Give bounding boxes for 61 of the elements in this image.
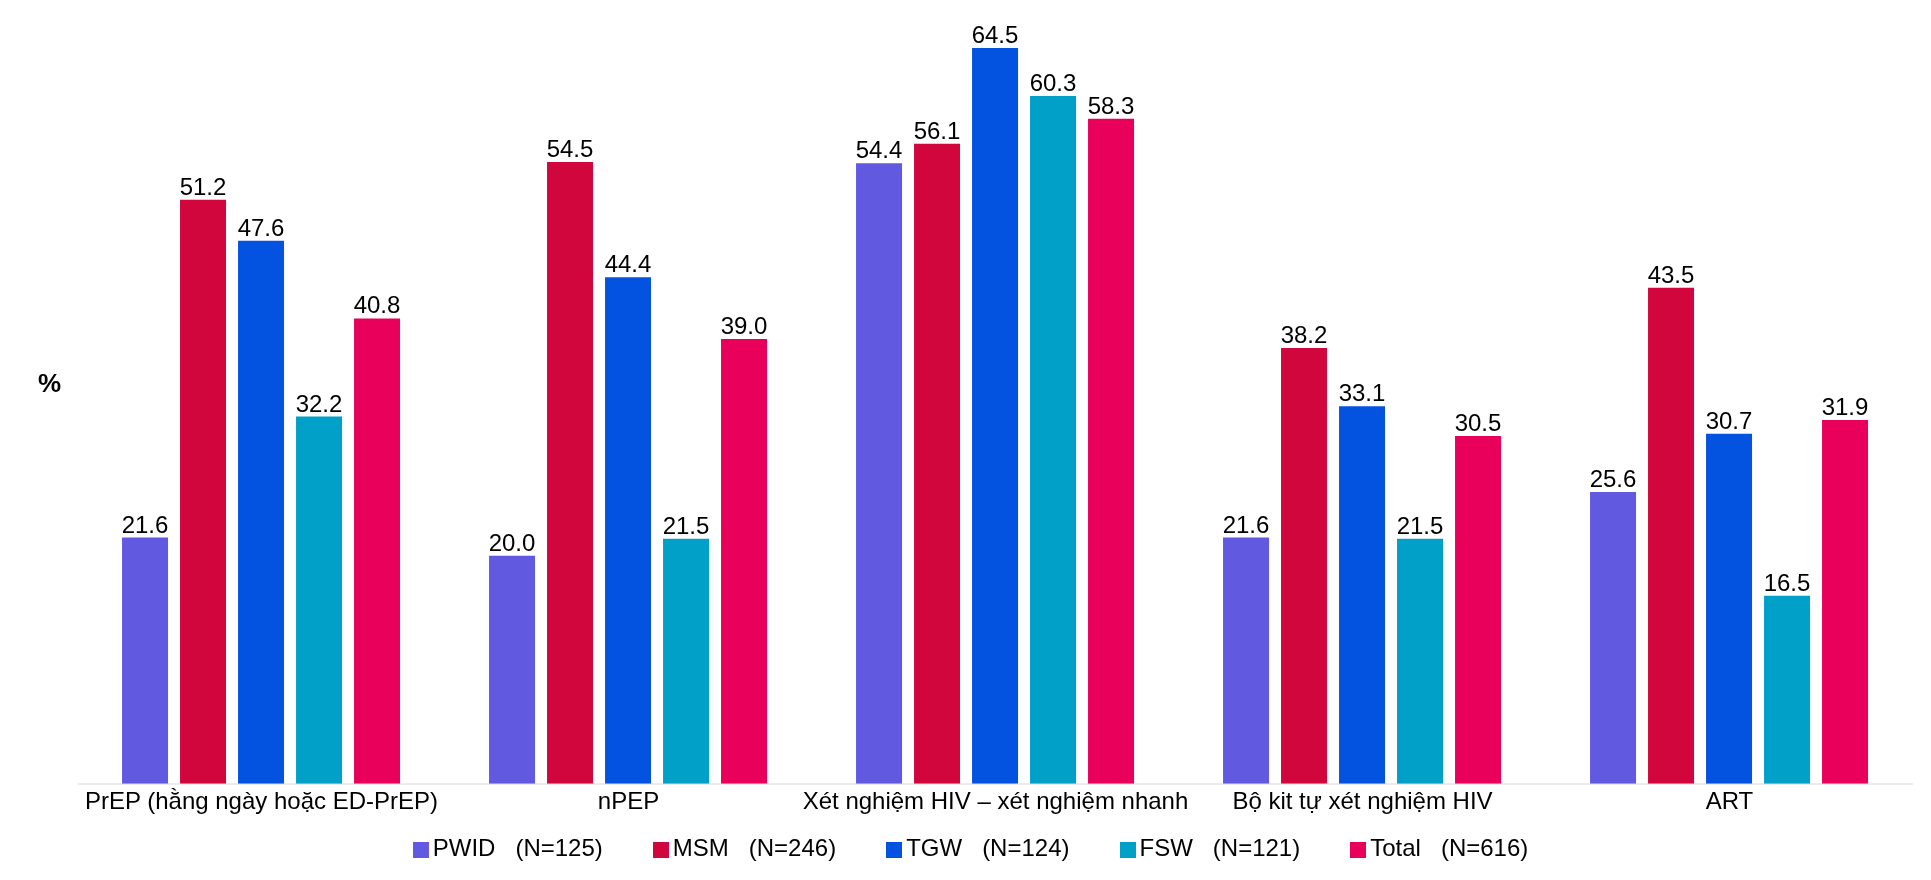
data-label: 39.0 [720,311,768,339]
data-label: 54.4 [855,136,903,164]
x-tick-label: Bộ kit tự xét nghiệm HIV [1232,787,1493,815]
x-tick-label: ART [1705,787,1754,815]
data-label: 40.8 [353,291,401,319]
bar [1455,435,1502,784]
x-tick-label: PrEP (hằng ngày hoặc ED-PrEP) [84,787,439,815]
bar [489,555,536,784]
data-label: 58.3 [1087,91,1135,119]
bar [1339,406,1386,784]
bar [122,537,169,784]
y-axis-title: % [38,368,62,399]
bar [238,240,285,784]
bar [1648,287,1695,784]
data-label: 33.1 [1338,379,1386,407]
bar [1764,595,1811,784]
data-label: 21.5 [1396,511,1444,539]
data-label: 38.2 [1280,321,1328,349]
bar [547,162,594,784]
data-label: 54.5 [546,135,594,163]
bar [180,199,227,784]
data-label: 21.6 [1222,510,1270,538]
data-label: 21.5 [662,511,710,539]
bar [605,277,652,784]
bar [663,538,710,784]
data-label: 25.6 [1589,464,1637,492]
data-label: 20.0 [488,528,536,556]
legend-label: FSW (N=121) [1139,834,1301,861]
legend-label: TGW (N=124) [906,834,1070,861]
data-label: 32.2 [295,389,343,417]
bar [1223,537,1270,784]
data-label: 30.5 [1454,408,1502,436]
bar [1706,433,1753,784]
legend-label: PWID (N=125) [432,834,603,861]
data-label: 30.7 [1705,406,1753,434]
data-label: 56.1 [913,116,961,144]
data-label: 43.5 [1647,260,1695,288]
bar [1822,419,1869,784]
bar [1030,95,1077,784]
bar [856,163,903,784]
data-label: 47.6 [237,213,285,241]
data-label: 44.4 [604,250,652,278]
bar [354,318,401,784]
bar [296,416,343,784]
data-label: 60.3 [1029,68,1077,96]
bar [1397,538,1444,784]
data-label: 21.6 [121,510,169,538]
data-label: 16.5 [1763,568,1811,596]
data-label: 31.9 [1821,392,1869,420]
data-label: 64.5 [971,21,1019,48]
bar [1590,491,1637,784]
bar [914,143,961,784]
x-tick-label: nPEP [597,787,660,815]
bar [1281,348,1328,784]
legend-label: Total (N=616) [1370,834,1529,861]
legend-label: MSM (N=246) [672,834,837,861]
bar [972,48,1019,784]
bar [721,338,768,784]
x-tick-label: Xét nghiệm HIV – xét nghiệm nhanh [802,787,1189,815]
bar [1088,118,1135,784]
data-label: 51.2 [179,172,227,200]
